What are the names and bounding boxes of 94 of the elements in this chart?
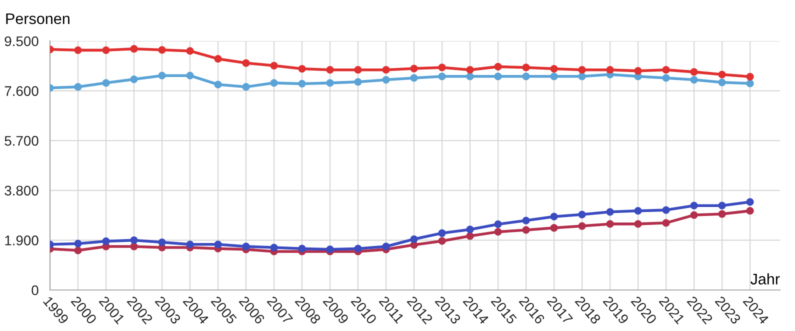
- point: [550, 64, 558, 73]
- point: [494, 220, 502, 228]
- point: [354, 244, 362, 252]
- point: [466, 66, 474, 74]
- point: [382, 242, 390, 250]
- point: [158, 72, 166, 80]
- point: [550, 224, 558, 232]
- point: [270, 79, 278, 87]
- point: [746, 198, 754, 206]
- point: [494, 228, 502, 236]
- y-tick-label: 3.800: [4, 186, 38, 196]
- point: [438, 229, 446, 237]
- point: [606, 66, 614, 74]
- point: [158, 238, 166, 246]
- point: [746, 80, 754, 88]
- point: [466, 232, 474, 240]
- point: [494, 72, 502, 80]
- point: [382, 76, 390, 84]
- point: [522, 226, 530, 234]
- point: [410, 74, 418, 82]
- point: [438, 64, 446, 72]
- point: [242, 59, 250, 67]
- point: [662, 74, 670, 82]
- point: [606, 220, 614, 228]
- point: [662, 66, 670, 74]
- point: [270, 62, 278, 70]
- point: [690, 76, 698, 84]
- point: [186, 240, 194, 248]
- point: [746, 72, 754, 80]
- point: [634, 207, 642, 215]
- point: [466, 226, 474, 234]
- point: [214, 240, 222, 248]
- point: [270, 244, 278, 252]
- point: [186, 72, 194, 80]
- point: [74, 46, 82, 54]
- point: [662, 206, 670, 214]
- point: [718, 210, 726, 218]
- point: [438, 72, 446, 80]
- point: [634, 220, 642, 228]
- point: [578, 210, 586, 218]
- point: [522, 64, 530, 72]
- point: [690, 202, 698, 210]
- point: [522, 216, 530, 224]
- point: [634, 67, 642, 75]
- point: [130, 242, 138, 250]
- point: [298, 64, 306, 73]
- point: [74, 246, 82, 254]
- y-tick-label: 5.700: [4, 136, 38, 146]
- point: [382, 66, 390, 74]
- point: [354, 66, 362, 74]
- point: [690, 211, 698, 219]
- point: [718, 202, 726, 210]
- x-axis-title: Jahr: [750, 273, 780, 284]
- point: [662, 219, 670, 227]
- point: [102, 79, 110, 87]
- point: [410, 235, 418, 243]
- y-axis-title: Personen: [6, 13, 70, 24]
- point: [578, 222, 586, 230]
- point: [326, 79, 334, 87]
- point: [130, 45, 138, 53]
- point: [522, 72, 530, 80]
- point: [550, 212, 558, 220]
- point: [298, 80, 306, 88]
- point: [494, 62, 502, 71]
- point: [242, 242, 250, 250]
- point: [466, 72, 474, 80]
- point: [130, 236, 138, 244]
- y-tick-label: 0: [32, 285, 38, 296]
- point: [550, 72, 558, 80]
- point: [326, 66, 334, 74]
- point: [578, 66, 586, 74]
- point: [354, 78, 362, 86]
- point: [690, 68, 698, 76]
- point: [718, 70, 726, 78]
- point: [186, 47, 194, 55]
- point: [158, 46, 166, 54]
- point: [578, 72, 586, 80]
- y-tick-label: 9.500: [4, 36, 38, 46]
- point: [718, 78, 726, 86]
- point: [438, 237, 446, 245]
- point: [102, 237, 110, 246]
- point: [74, 240, 82, 248]
- y-tick-label: 1.900: [5, 236, 38, 246]
- point: [130, 75, 138, 84]
- point: [242, 83, 250, 91]
- point: [102, 46, 110, 54]
- point: [746, 207, 754, 215]
- point: [298, 244, 306, 252]
- point: [606, 208, 614, 216]
- point: [410, 64, 418, 72]
- point: [214, 80, 222, 88]
- point: [214, 55, 222, 63]
- point: [74, 83, 82, 91]
- y-tick-label: 7.600: [4, 86, 38, 96]
